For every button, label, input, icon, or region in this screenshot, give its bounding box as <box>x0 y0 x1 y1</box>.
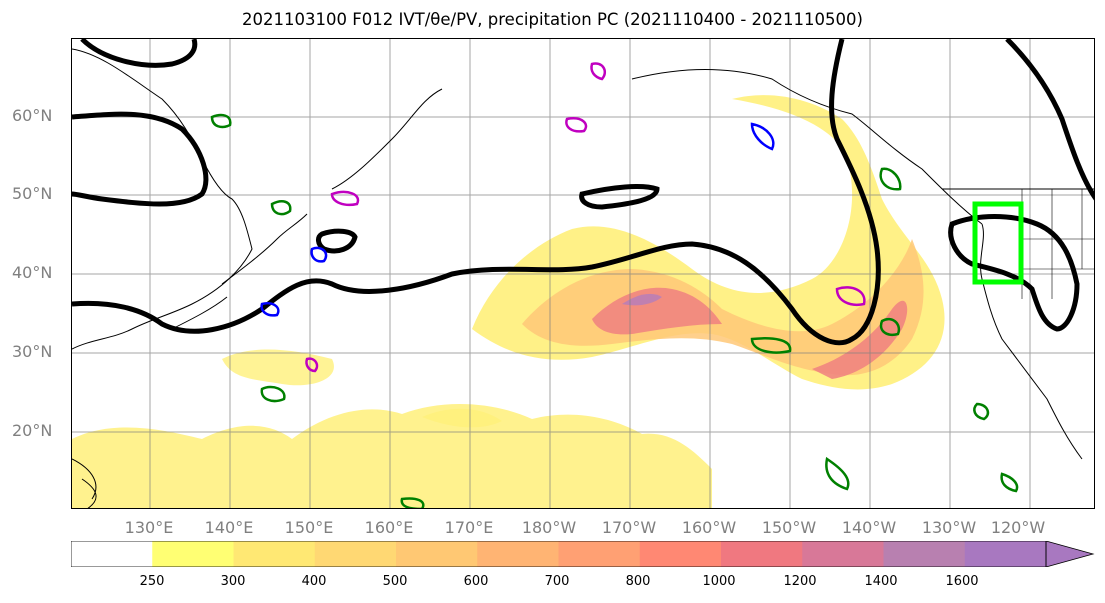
gridlines <box>72 39 1094 508</box>
pv-magenta-2 <box>330 190 360 207</box>
colorbar-segment <box>152 541 234 567</box>
coastline-namerica <box>980 223 1083 460</box>
target-region-box <box>972 201 1024 285</box>
lon-label-140e: 140°E <box>204 518 254 537</box>
lon-label-170e: 170°E <box>444 518 494 537</box>
pv-green-8 <box>973 402 990 421</box>
ivt-river-max <box>622 293 662 306</box>
lon-label-130e: 130°E <box>124 518 174 537</box>
colorbar-tick-250: 250 <box>139 574 165 589</box>
lat-label-50n: 50°N <box>12 184 53 203</box>
colorbar-segment <box>721 541 803 567</box>
colorbar-segment <box>558 541 641 567</box>
pv-magenta-3 <box>565 117 588 133</box>
pv-blue-3 <box>260 302 280 317</box>
theta-e-northwest <box>72 111 209 207</box>
lat-label-30n: 30°N <box>12 342 53 361</box>
lon-label-180w: 180°W <box>521 518 577 537</box>
coastline-kamchatka <box>331 88 443 190</box>
colorbar-tick-500: 500 <box>382 574 408 589</box>
pv-blue-1 <box>310 246 328 263</box>
theta-e-east-loop <box>948 214 1080 332</box>
colorbar-tick-300: 300 <box>220 574 246 589</box>
pv-green-4 <box>879 167 902 191</box>
coastline-alaska <box>631 69 983 225</box>
pv-contours <box>210 62 1019 508</box>
colorbar-segment <box>71 541 153 567</box>
colorbar-tick-600: 600 <box>463 574 489 589</box>
pv-green-6 <box>825 456 850 491</box>
theta-e-bering-loop <box>579 184 660 210</box>
pv-magenta-4 <box>590 62 607 81</box>
lon-label-120w: 120°W <box>990 518 1046 537</box>
pv-green-2 <box>210 113 232 129</box>
coastline-philippines <box>72 458 97 508</box>
theta-e-topleft <box>80 39 198 68</box>
lon-label-150e: 150°E <box>284 518 334 537</box>
colorbar-segment <box>314 541 397 567</box>
colorbar-tick-400: 400 <box>301 574 327 589</box>
colorbar-segment <box>883 541 966 567</box>
pv-magenta-5 <box>305 357 319 373</box>
map-panel <box>71 38 1095 509</box>
ivt-river-high-east <box>812 300 908 379</box>
colorbar-segment <box>233 541 316 567</box>
theta-e-northeast <box>1005 39 1094 201</box>
lat-label-20n: 20°N <box>12 421 53 440</box>
colorbar-extend-arrow <box>1045 541 1095 567</box>
pv-green-3 <box>750 337 792 354</box>
pv-green-1 <box>270 200 292 216</box>
lon-label-160e: 160°E <box>364 518 414 537</box>
pv-magenta-1 <box>835 286 866 306</box>
colorbar-segment <box>964 541 1047 567</box>
pv-green-10 <box>1000 472 1019 493</box>
lon-label-130w: 130°W <box>921 518 977 537</box>
colorbar-tick-1000: 1000 <box>702 574 736 589</box>
colorbar-segment <box>396 541 478 567</box>
colorbar <box>71 541 1095 567</box>
ivt-subtropical-band-3 <box>422 408 502 428</box>
coastline-asia <box>72 48 253 350</box>
theta-e-main <box>72 39 881 346</box>
map-svg <box>72 39 1094 508</box>
coastline-japan <box>171 213 308 330</box>
figure-title: 2021103100 F012 IVT/θe/PV, precipitation… <box>242 10 863 29</box>
colorbar-tick-1200: 1200 <box>783 574 817 589</box>
pv-green-9 <box>879 317 901 336</box>
lat-label-60n: 60°N <box>12 106 53 125</box>
colorbar-tick-1400: 1400 <box>864 574 898 589</box>
pv-green-5 <box>260 385 286 403</box>
lon-label-160w: 160°W <box>681 518 737 537</box>
lon-label-150w: 150°W <box>761 518 817 537</box>
colorbar-segment <box>639 541 722 567</box>
colorbar-tick-800: 800 <box>625 574 651 589</box>
colorbar-segment <box>802 541 884 567</box>
pv-green-7 <box>400 497 425 508</box>
ivt-river-high <box>592 287 722 335</box>
colorbar-tick-1600: 1600 <box>945 574 979 589</box>
lat-label-40n: 40°N <box>12 263 53 282</box>
theta-e-loop-kurile <box>316 228 358 254</box>
lon-label-170w: 170°W <box>601 518 657 537</box>
colorbar-segment <box>477 541 559 567</box>
pv-blue-2 <box>750 122 775 151</box>
colorbar-frame <box>71 541 1047 567</box>
colorbar-tick-700: 700 <box>544 574 570 589</box>
ivt-subtropical-band <box>72 404 712 508</box>
lon-label-140w: 140°W <box>841 518 897 537</box>
theta-e-contours <box>72 39 1094 346</box>
